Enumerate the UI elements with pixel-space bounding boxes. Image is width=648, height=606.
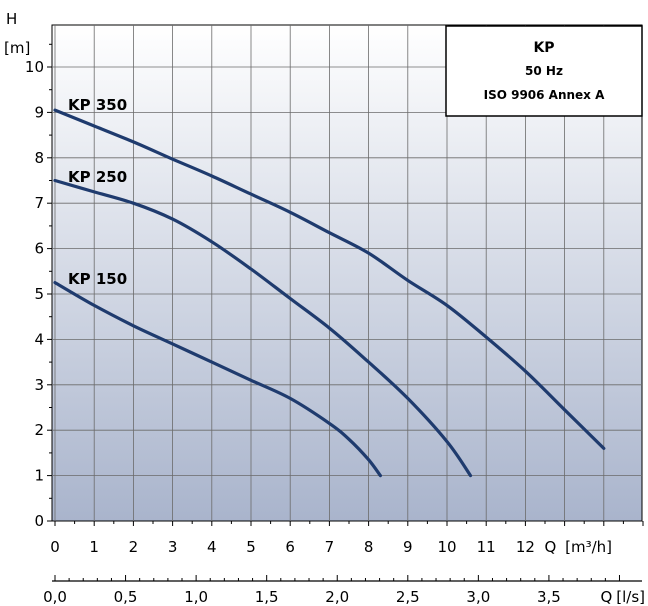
legend-box: KP 50 Hz ISO 9906 Annex A bbox=[445, 25, 643, 117]
x2-axis-label-unit: [l/s] bbox=[616, 588, 645, 606]
legend-title: KP bbox=[533, 40, 554, 56]
y-tick-label: 9 bbox=[34, 103, 44, 121]
x2-tick-label: 1,5 bbox=[255, 588, 279, 606]
x2-tick-label: 1,0 bbox=[184, 588, 208, 606]
x2-tick-label: 0,5 bbox=[114, 588, 138, 606]
y-axis-label: H bbox=[6, 10, 17, 28]
x-tick-label: 12 bbox=[516, 538, 535, 556]
y-tick-label: 7 bbox=[34, 194, 44, 212]
secondary-x-axis: 0,0 0,5 1,0 1,5 2,0 2,5 3,0 3,5 Q [l/s] bbox=[43, 575, 645, 606]
x-tick-label: 4 bbox=[207, 538, 217, 556]
y-tick-label: 3 bbox=[34, 376, 44, 394]
series-line-kp-150 bbox=[53, 281, 382, 478]
legend-line-1: 50 Hz bbox=[525, 64, 563, 78]
y-tick-label: 0 bbox=[34, 512, 44, 530]
x-tick-labels: 0 1 2 3 4 5 6 7 8 9 10 11 12 bbox=[50, 538, 535, 556]
x-tick-label: 10 bbox=[437, 538, 456, 556]
series-group bbox=[53, 108, 606, 478]
y-tick-label: 4 bbox=[34, 330, 44, 348]
x-tick-label: 5 bbox=[246, 538, 256, 556]
y-tick-label: 5 bbox=[34, 285, 44, 303]
x2-tick-label: 2,0 bbox=[325, 588, 349, 606]
y-tick-label: 10 bbox=[25, 58, 44, 76]
y-tick-label: 8 bbox=[34, 149, 44, 167]
x2-axis-label-q: Q bbox=[600, 588, 612, 606]
x-tick-label: 0 bbox=[50, 538, 60, 556]
x-axis-label-unit: [m³/h] bbox=[565, 538, 612, 556]
x-tick-label: 8 bbox=[364, 538, 374, 556]
x-tick-label: 1 bbox=[89, 538, 99, 556]
x2-tick-label: 3,0 bbox=[466, 588, 490, 606]
minor-ticks bbox=[47, 43, 644, 526]
x2-tick-label: 3,5 bbox=[537, 588, 561, 606]
series-line-kp-350 bbox=[53, 108, 606, 450]
y-tick-label: 2 bbox=[34, 421, 44, 439]
x-tick-label: 6 bbox=[285, 538, 295, 556]
x2-axis-label: Q [l/s] bbox=[600, 588, 645, 606]
y-tick-label: 1 bbox=[34, 467, 44, 485]
y-tick-labels: 0 1 2 3 4 5 6 7 8 9 10 bbox=[25, 58, 44, 530]
x-tick-label: 9 bbox=[403, 538, 413, 556]
y-axis-unit: [m] bbox=[4, 39, 30, 57]
x-tick-label: 7 bbox=[325, 538, 335, 556]
x-tick-label: 11 bbox=[477, 538, 496, 556]
x-tick-label: 2 bbox=[129, 538, 139, 556]
y-tick-label: 6 bbox=[34, 240, 44, 258]
series-label-kp-350: KP 350 bbox=[68, 96, 127, 114]
x2-tick-label: 0,0 bbox=[43, 588, 67, 606]
series-label-kp-250: KP 250 bbox=[68, 168, 127, 186]
x2-tick-label: 2,5 bbox=[396, 588, 420, 606]
x-axis-label-q: Q bbox=[545, 538, 557, 556]
x-axis-label: Q [m³/h] bbox=[545, 538, 612, 556]
series-label-kp-150: KP 150 bbox=[68, 270, 127, 288]
legend-line-2: ISO 9906 Annex A bbox=[484, 88, 605, 102]
x-tick-label: 3 bbox=[168, 538, 178, 556]
series-line-kp-250 bbox=[53, 178, 473, 478]
